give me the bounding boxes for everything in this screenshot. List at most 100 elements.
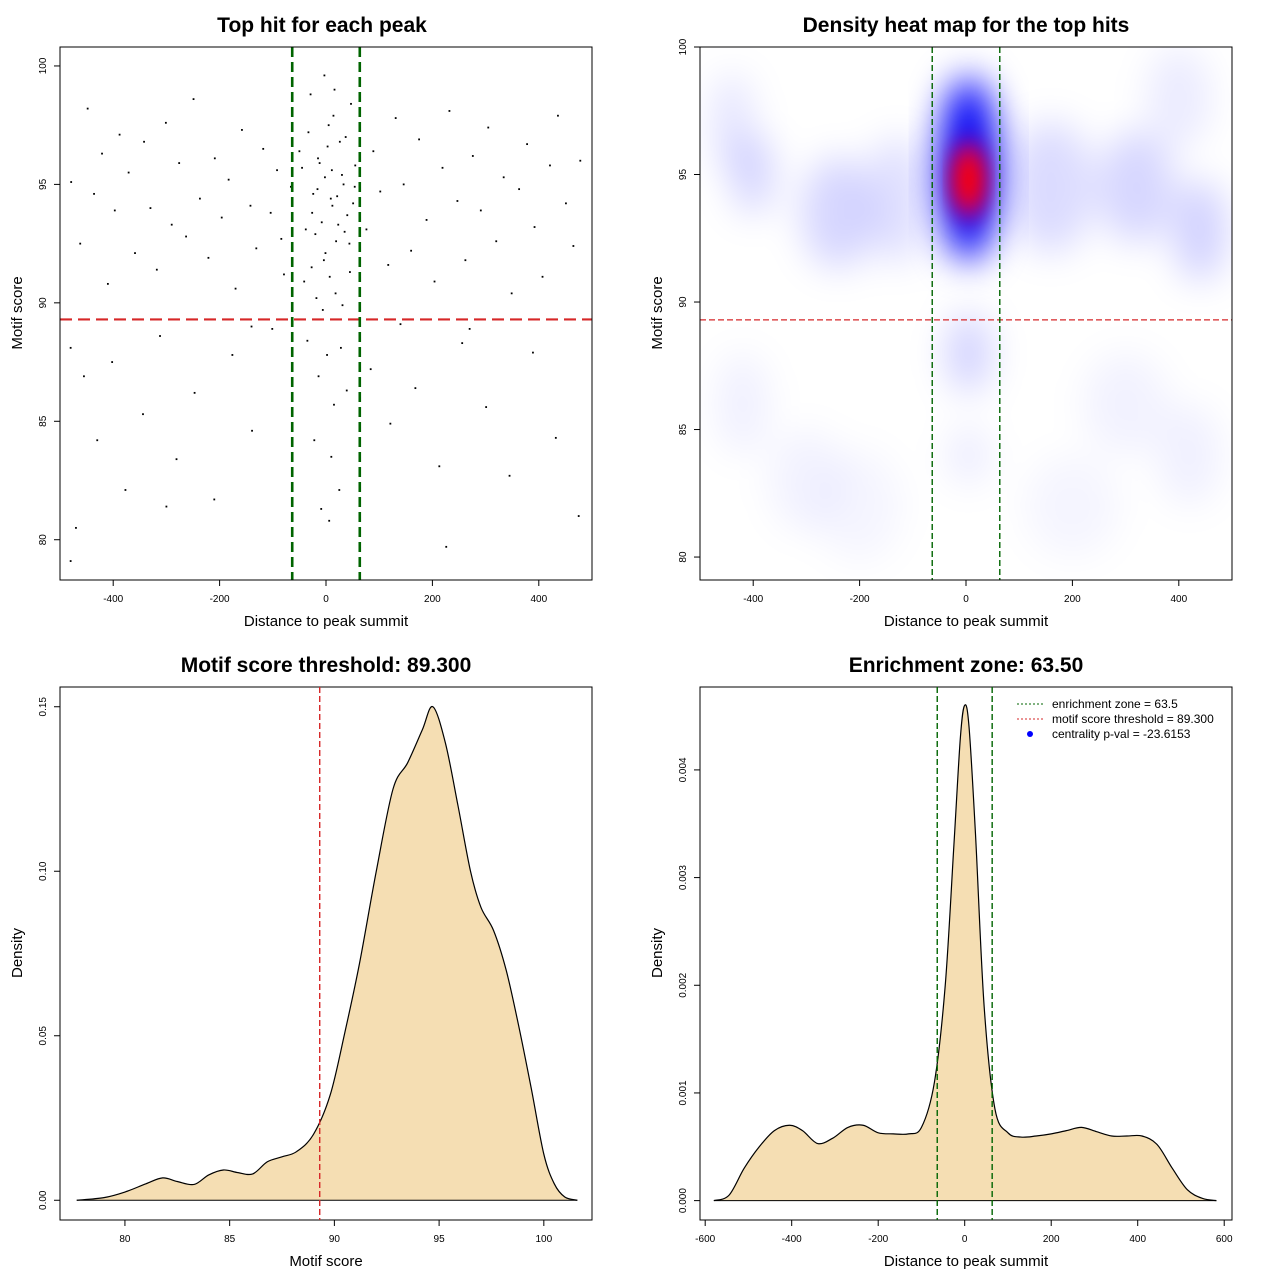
data-point [315,297,318,300]
data-point [502,176,505,179]
data-point [317,157,319,160]
data-point [327,124,330,127]
data-point [79,242,82,245]
data-point [164,121,167,124]
heat-blobs [710,47,1227,563]
y-tick-label: 0.001 [678,1080,689,1105]
data-point [572,245,575,247]
x-tick-label: 0 [963,594,969,605]
data-point [280,237,283,240]
data-point [178,162,181,164]
data-point [343,230,346,233]
data-point [283,273,285,276]
data-point [249,204,252,207]
data-point [479,209,482,212]
data-point [199,197,201,200]
x-tick-label: 0 [323,594,329,605]
data-point [143,140,145,143]
plot-area: -600 -400 -200 0 200 400 600 0.000 0.001 0.002 0.0… [678,686,1233,1245]
data-point [312,192,315,195]
chart-title: Density heat map for the top hits [803,14,1130,37]
data-point [369,368,372,371]
legend-label: enrichment zone = 63.5 [1052,697,1178,711]
data-point [329,197,332,200]
data-point [321,309,324,311]
panel-distance-density: Enrichment zone: 63.50 Distance to peak … [649,654,1233,1270]
data-point [333,403,335,406]
y-tick-label: 0.05 [38,1026,49,1046]
density-curve [76,706,578,1201]
x-tick-label: -600 [695,1234,715,1245]
y-tick-label: 80 [678,551,689,563]
density-curve [713,704,1217,1202]
legend-pval-swatch [1027,731,1033,737]
data-point [372,150,375,153]
data-point [468,327,471,330]
density-blob [1083,353,1168,456]
plot-area: -400 -200 0 200 400 80 85 90 95 100 [678,38,1233,605]
data-point [330,455,333,458]
data-point [113,209,116,212]
density-area [713,704,1217,1201]
data-point [320,508,323,510]
data-point [448,110,451,112]
data-point [328,275,331,278]
data-point [303,280,306,283]
data-point [322,259,325,262]
plot-frame [59,686,593,1221]
legend-label: motif score threshold = 89.300 [1052,712,1214,726]
y-tick-label: 0.004 [678,757,689,782]
data-point [345,389,348,392]
plot-frame [59,46,593,581]
y-tick-label: 0.10 [38,861,49,881]
x-tick-label: 90 [329,1234,341,1245]
x-tick-label: 100 [535,1234,552,1245]
y-tick-label: 95 [678,169,689,181]
x-tick-label: 0 [962,1234,968,1245]
data-point [111,361,114,363]
plot-frame [699,46,1233,581]
y-axis-label: Density [649,927,666,978]
data-point [317,375,320,378]
data-point [289,185,292,188]
data-point [495,240,498,243]
data-point [549,164,551,167]
data-point [557,114,559,117]
data-point [106,282,109,285]
data-point [310,266,313,269]
y-tick-label: 0.00 [38,1190,49,1210]
x-tick-label: 400 [530,594,547,605]
data-point [142,413,144,416]
data-point [349,271,351,273]
data-point [301,166,303,169]
data-point [339,346,342,349]
density-blob [1173,179,1227,282]
x-tick-label: -200 [210,594,230,605]
data-point [134,252,136,254]
data-point [425,219,428,221]
data-point [324,252,327,254]
data-point [461,342,464,345]
data-point [418,138,420,141]
data-point [333,88,336,91]
data-point [579,159,582,162]
data-point [313,439,316,442]
x-tick-label: -400 [782,1234,802,1245]
data-point [456,200,459,202]
x-tick-label: 400 [1170,594,1187,605]
data-point [328,519,331,522]
data-point [316,188,319,191]
density-blob [801,156,876,269]
density-blob [1008,120,1094,254]
y-tick-label: 0.003 [678,865,689,890]
data-point [262,147,265,150]
x-tick-label: 200 [1043,1234,1060,1245]
data-point [414,387,417,390]
density-blob [865,136,929,264]
x-tick-label: -400 [103,594,123,605]
data-point [231,354,234,356]
data-point [532,351,534,354]
data-point [389,422,392,425]
data-point [192,98,195,101]
